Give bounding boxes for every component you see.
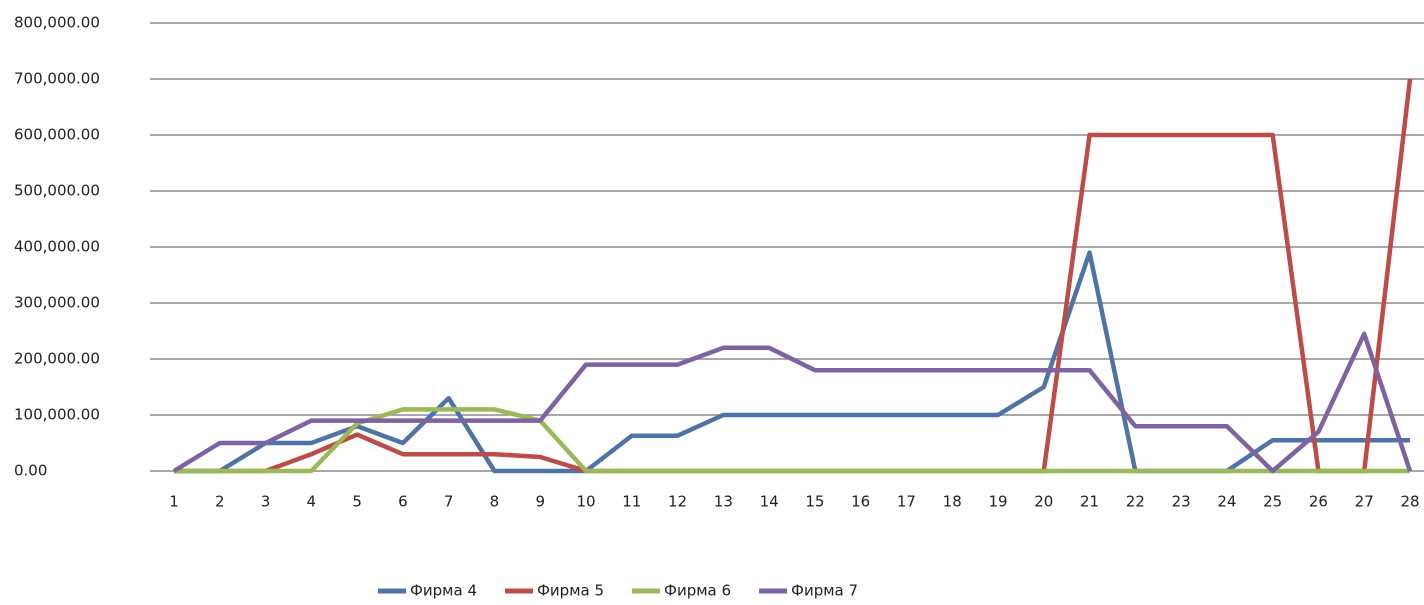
y-tick-label: 300,000.00 <box>14 294 100 312</box>
y-tick-label: 600,000.00 <box>14 126 100 144</box>
y-tick-label: 200,000.00 <box>14 350 100 368</box>
x-tick-label: 11 <box>622 493 641 511</box>
y-tick-label: 0.00 <box>14 462 47 480</box>
y-tick-label: 400,000.00 <box>14 238 100 256</box>
x-tick-label: 1 <box>169 493 179 511</box>
x-tick-label: 15 <box>805 493 824 511</box>
x-tick-label: 20 <box>1034 493 1053 511</box>
x-tick-label: 17 <box>897 493 916 511</box>
x-tick-label: 21 <box>1080 493 1099 511</box>
x-tick-label: 8 <box>490 493 500 511</box>
y-tick-label: 800,000.00 <box>14 14 100 32</box>
x-tick-label: 25 <box>1263 493 1282 511</box>
y-tick-label: 100,000.00 <box>14 406 100 424</box>
series-line <box>174 250 1410 474</box>
x-tick-label: 10 <box>576 493 595 511</box>
x-tick-label: 18 <box>943 493 962 511</box>
x-tick-label: 26 <box>1309 493 1328 511</box>
x-tick-label: 12 <box>668 493 687 511</box>
legend-label: Фирма 4 <box>410 582 477 600</box>
x-tick-label: 6 <box>398 493 408 511</box>
series-line <box>172 331 1413 474</box>
legend-label: Фирма 6 <box>664 582 731 600</box>
x-tick-label: 5 <box>352 493 362 511</box>
x-tick-label: 22 <box>1126 493 1145 511</box>
y-tick-label: 700,000.00 <box>14 70 100 88</box>
x-tick-label: 16 <box>851 493 870 511</box>
x-tick-label: 23 <box>1172 493 1191 511</box>
x-tick-label: 9 <box>535 493 545 511</box>
legend: Фирма 4 Фирма 5 Фирма 6 Фирма 7 <box>378 582 858 600</box>
x-tick-label: 2 <box>215 493 225 511</box>
x-tick-label: 14 <box>760 493 779 511</box>
y-tick-label: 500,000.00 <box>14 182 100 200</box>
x-tick-label: 3 <box>261 493 271 511</box>
series-line <box>174 78 1413 474</box>
x-tick-label: 24 <box>1217 493 1236 511</box>
legend-label: Фирма 7 <box>791 582 858 600</box>
x-tick-label: 13 <box>714 493 733 511</box>
x-tick-label: 4 <box>307 493 317 511</box>
series-line <box>174 407 1410 474</box>
legend-label: Фирма 5 <box>537 582 604 600</box>
x-tick-label: 19 <box>988 493 1007 511</box>
x-tick-label: 7 <box>444 493 454 511</box>
x-tick-label: 27 <box>1355 493 1374 511</box>
x-tick-label: 28 <box>1400 493 1419 511</box>
